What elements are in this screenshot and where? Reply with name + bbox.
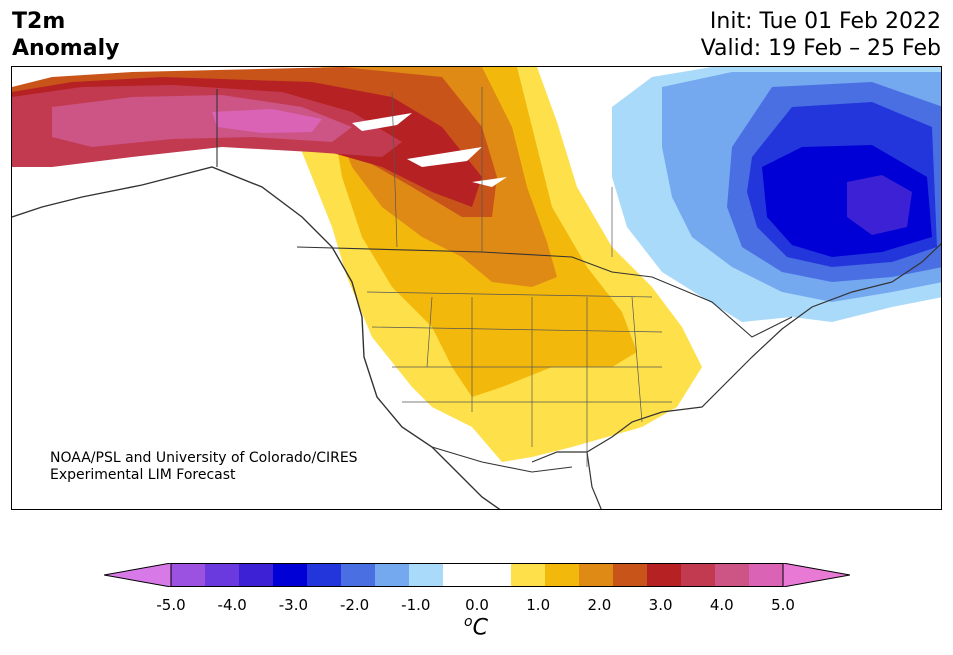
colorbar-bin (511, 563, 546, 587)
unit-letter: C (472, 615, 488, 641)
credit-line-1: NOAA/PSL and University of Colorado/CIRE… (50, 450, 358, 466)
colorbar (104, 563, 850, 587)
colorbar-tick-label: -4.0 (217, 596, 247, 614)
colorbar-bin (545, 563, 580, 587)
country-border (431, 446, 573, 473)
lake-shape (407, 147, 482, 167)
colorbar-tick-label: 4.0 (709, 596, 734, 614)
anomaly-map: NOAA/PSL and University of Colorado/CIRE… (11, 66, 942, 510)
colorbar-bin (681, 563, 716, 587)
title-line-variable: T2m (12, 9, 66, 34)
colorbar-under-extension (104, 563, 172, 587)
colorbar-over-extension (782, 563, 850, 587)
colorbar-tick-label: 0.0 (465, 596, 489, 614)
coastline (586, 451, 602, 509)
colorbar-bin (409, 563, 444, 587)
colorbar-tick-label: 3.0 (648, 596, 673, 614)
colorbar-bin (443, 563, 478, 587)
colorbar-bin (273, 563, 308, 587)
colorbar-bin (579, 563, 614, 587)
colorbar-ticks: -5.0 -4.0 -3.0 -2.0 -1.0 0.0 1.0 2.0 3.0 4.0 5.0 (0, 596, 953, 616)
colorbar-unit: oC (464, 614, 488, 640)
anomaly-band-4-5c (212, 109, 322, 133)
credit-line-2: Experimental LIM Forecast (50, 467, 236, 483)
colorbar-tick-label: 5.0 (771, 596, 795, 614)
colorbar-tick-label: -5.0 (156, 596, 186, 614)
valid-range: Valid: 19 Feb – 25 Feb (700, 36, 941, 61)
colorbar-tick-label: 1.0 (526, 596, 551, 614)
coastline (12, 166, 501, 509)
colorbar-bin (239, 563, 274, 587)
colorbar-tick-label: -3.0 (278, 596, 309, 614)
colorbar-tick-label: 2.0 (587, 596, 612, 614)
colorbar-bin (477, 563, 512, 587)
colorbar-bin (375, 563, 410, 587)
forecast-dates: Init: Tue 01 Feb 2022 Valid: 19 Feb – 25… (701, 8, 941, 62)
anomaly-band-minus-4c (847, 175, 912, 235)
title-line-anomaly: Anomaly (12, 36, 120, 61)
colorbar-tick-label: -1.0 (401, 596, 431, 614)
colorbar-bin (307, 563, 342, 587)
colorbar-bin (205, 563, 240, 587)
lake-shape (472, 177, 507, 187)
unit-degree: o (464, 614, 473, 630)
colorbar-bin (715, 563, 750, 587)
colorbar-tick-label: -2.0 (339, 596, 370, 614)
map-canvas (12, 67, 941, 509)
state-borders (366, 87, 672, 467)
lake-shape (352, 113, 412, 131)
map-title: T2m Anomaly (12, 8, 119, 62)
colorbar-bin (749, 563, 784, 587)
colorbar-outline (170, 563, 784, 587)
country-border (216, 89, 793, 338)
colorbar-bin (647, 563, 682, 587)
colorbar-bin (171, 563, 206, 587)
anomaly-band-4c (52, 95, 352, 147)
init-date: Init: Tue 01 Feb 2022 (709, 9, 941, 34)
coastline (531, 243, 941, 463)
data-credit: NOAA/PSL and University of Colorado/CIRE… (50, 450, 358, 484)
colorbar-bin (613, 563, 648, 587)
colorbar-bin (341, 563, 376, 587)
